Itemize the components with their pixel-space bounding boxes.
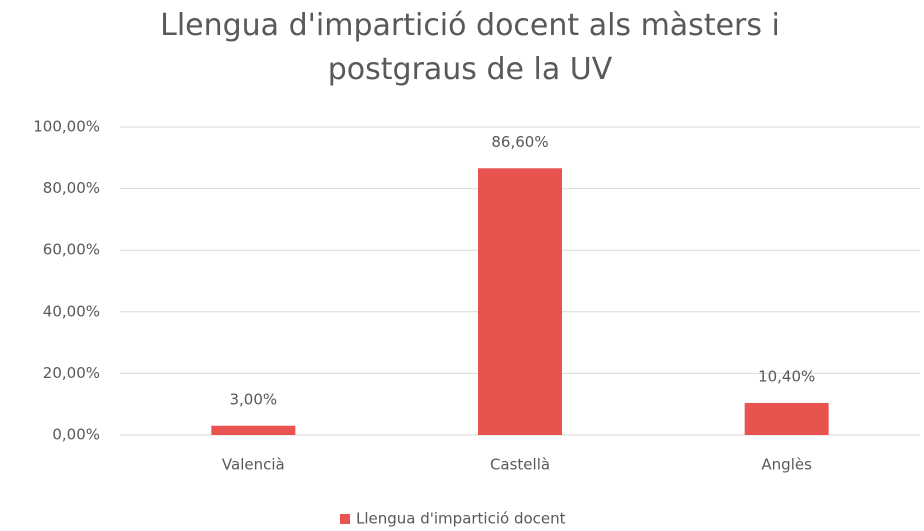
data-label: 86,60% (491, 133, 548, 151)
y-tick-label: 20,00% (43, 364, 100, 382)
x-tick-label: Castellà (490, 456, 550, 474)
data-label: 10,40% (758, 367, 815, 385)
bar (478, 168, 562, 435)
bar (744, 402, 829, 435)
y-tick-label: 40,00% (43, 302, 100, 320)
y-tick-label: 80,00% (43, 179, 100, 197)
y-tick-label: 60,00% (43, 241, 100, 259)
legend-label: Llengua d'impartició docent (356, 510, 566, 528)
y-tick-label: 0,00% (52, 426, 100, 444)
bar (211, 425, 296, 435)
y-tick-label: 100,00% (33, 118, 100, 136)
legend-swatch (340, 514, 350, 524)
x-tick-label: Anglès (761, 456, 812, 474)
chart-title: Llengua d'impartició docent als màsters … (160, 8, 780, 87)
data-label: 3,00% (230, 390, 278, 408)
x-tick-label: Valencià (222, 456, 285, 474)
